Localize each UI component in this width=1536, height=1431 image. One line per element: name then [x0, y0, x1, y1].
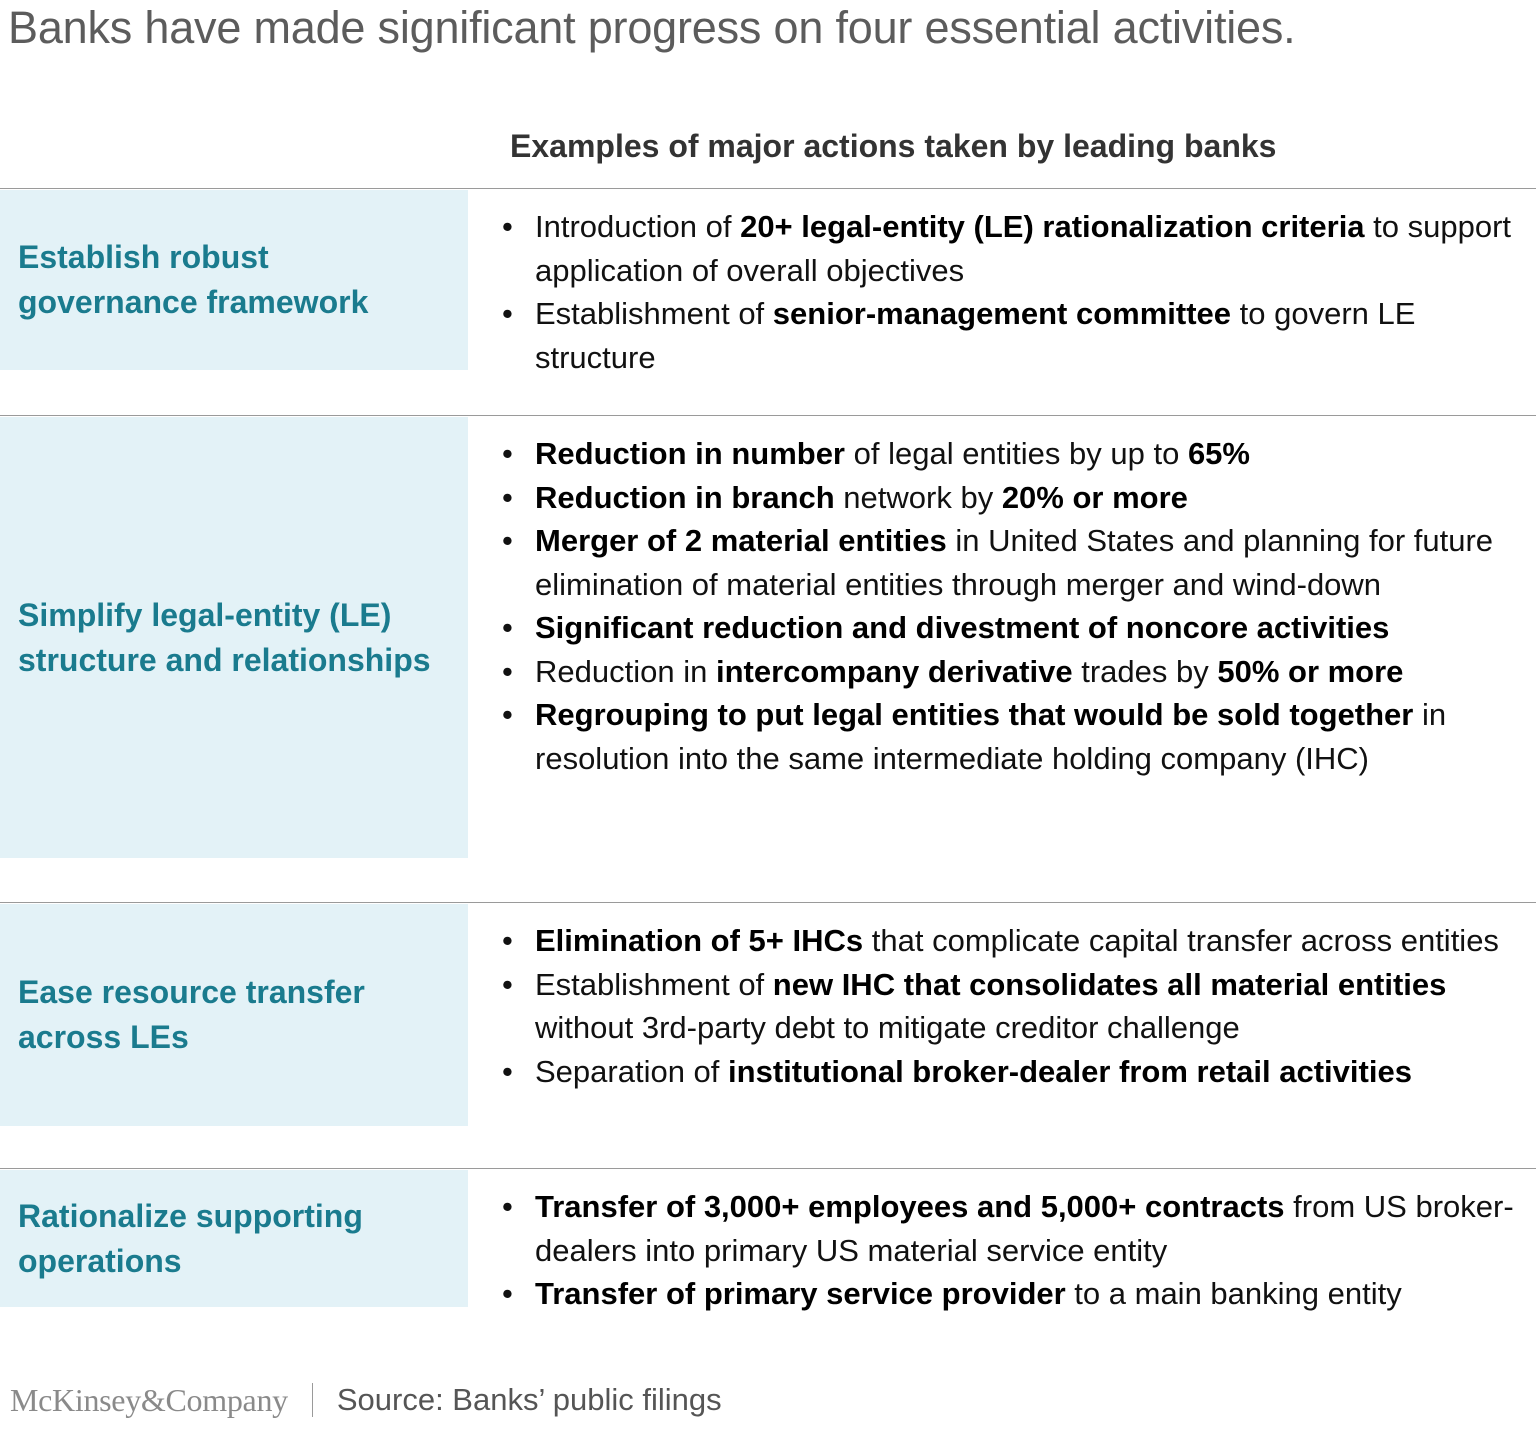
bullet-item: Reduction in number of legal entities by…	[502, 432, 1528, 476]
bullet-text-bold: institutional broker-dealer from retail …	[728, 1053, 1412, 1089]
bullet-text-bold: Significant reduction and divestment of …	[535, 610, 1390, 645]
bullet-text-bold: Regrouping to put legal entities that wo…	[535, 697, 1414, 732]
bullet-list: Introduction of 20+ legal-entity (LE) ra…	[502, 205, 1528, 379]
bullet-list: Elimination of 5+ IHCs that complicate c…	[502, 919, 1528, 1093]
row-label-box: Simplify legal-entity (LE) structure and…	[0, 417, 468, 858]
bullet-text: from US broker-dealers into primary US m…	[535, 1189, 1514, 1268]
bullet-text-bold: Transfer of 3,000+ employees and 5,000+ …	[535, 1189, 1285, 1224]
bullet-text: Reduction in	[535, 653, 716, 689]
column-header: Examples of major actions taken by leadi…	[510, 128, 1277, 164]
bullet-text: Establishment of	[535, 296, 773, 331]
bullet-text: trades by	[1072, 653, 1218, 689]
row-label-box: Establish robust governance framework	[0, 190, 468, 370]
bullet-text: in resolution into the same intermediate…	[535, 697, 1447, 776]
bullet-text-bold: 50% or more	[1217, 653, 1404, 689]
bullet-text-bold: 65%	[1187, 436, 1250, 471]
bullet-item: Establishment of new IHC that consolidat…	[502, 963, 1528, 1050]
bullet-item: Transfer of 3,000+ employees and 5,000+ …	[502, 1185, 1528, 1272]
bullet-text-bold: Elimination of 5+ IHCs	[535, 923, 864, 958]
bullet-text: to govern LE structure	[535, 296, 1416, 375]
row-label-box: Ease resource transfer across LEs	[0, 904, 468, 1126]
bullet-list: Reduction in number of legal entities by…	[502, 432, 1528, 780]
table-row: Rationalize supporting operations Transf…	[0, 1168, 1536, 1348]
bullet-text-bold: 20% or more	[1001, 479, 1188, 515]
company-logo: McKinsey&Company	[10, 1381, 288, 1418]
table-row: Ease resource transfer across LEs Elimin…	[0, 902, 1536, 1168]
bullet-item: Elimination of 5+ IHCs that complicate c…	[502, 919, 1528, 963]
bullet-text: without 3rd-party debt to mitigate credi…	[535, 1010, 1240, 1045]
table-row: Simplify legal-entity (LE) structure and…	[0, 415, 1536, 902]
footer-separator	[311, 1383, 313, 1417]
bullet-item: Separation of institutional broker-deale…	[502, 1050, 1528, 1094]
bullet-item: Significant reduction and divestment of …	[502, 606, 1528, 650]
footer: McKinsey&Company Source: Banks’ public f…	[10, 1378, 722, 1422]
row-label: Establish robust governance framework	[18, 239, 369, 320]
row-divider	[0, 902, 1536, 903]
bullet-text-bold: new IHC that consolidates all material e…	[772, 966, 1447, 1002]
table-row: Establish robust governance framework In…	[0, 188, 1536, 415]
bullet-text-bold: Transfer of primary service provider	[535, 1276, 1066, 1311]
bullet-item: Reduction in branch network by 20% or mo…	[502, 476, 1528, 520]
page-title: Banks have made significant progress on …	[8, 2, 1296, 53]
bullet-item: Regrouping to put legal entities that wo…	[502, 693, 1528, 780]
bullet-text: Introduction of	[535, 209, 741, 244]
bullet-text: of legal entities by up to	[845, 436, 1188, 471]
bullet-text: to support application of overall object…	[535, 209, 1512, 288]
source-note: Source: Banks’ public filings	[336, 1382, 722, 1417]
bullet-text: in United States and planning for future…	[535, 523, 1494, 602]
bullet-item: Merger of 2 material entities in United …	[502, 519, 1528, 606]
row-divider	[0, 188, 1536, 189]
bullet-item: Transfer of primary service provider to …	[502, 1272, 1528, 1316]
bullet-text-bold: Reduction in branch	[535, 479, 835, 515]
row-divider	[0, 1168, 1536, 1169]
bullet-item: Establishment of senior-management commi…	[502, 292, 1528, 379]
bullet-text: network by	[834, 479, 1002, 515]
row-label: Ease resource transfer across LEs	[18, 974, 365, 1055]
row-label: Simplify legal-entity (LE) structure and…	[18, 596, 431, 678]
bullet-text: Separation of	[535, 1053, 729, 1089]
bullet-text-bold: 20+ legal-entity (LE) rationalization cr…	[740, 209, 1365, 244]
bullet-item: Introduction of 20+ legal-entity (LE) ra…	[502, 205, 1528, 292]
bullet-text-bold: Reduction in number	[535, 436, 845, 471]
bullet-text: to a main banking entity	[1065, 1276, 1402, 1311]
row-label-box: Rationalize supporting operations	[0, 1170, 468, 1307]
bullet-text-bold: Merger of 2 material entities	[535, 523, 947, 558]
bullet-text-bold: senior-management committee	[772, 296, 1232, 331]
row-label: Rationalize supporting operations	[18, 1197, 363, 1279]
bullet-item: Reduction in intercompany derivative tra…	[502, 650, 1528, 694]
bullet-text: that complicate capital transfer across …	[863, 923, 1499, 958]
bullet-text-bold: intercompany derivative	[715, 653, 1073, 689]
bullet-list: Transfer of 3,000+ employees and 5,000+ …	[502, 1185, 1528, 1316]
row-divider	[0, 415, 1536, 416]
bullet-text: Establishment of	[535, 966, 773, 1002]
